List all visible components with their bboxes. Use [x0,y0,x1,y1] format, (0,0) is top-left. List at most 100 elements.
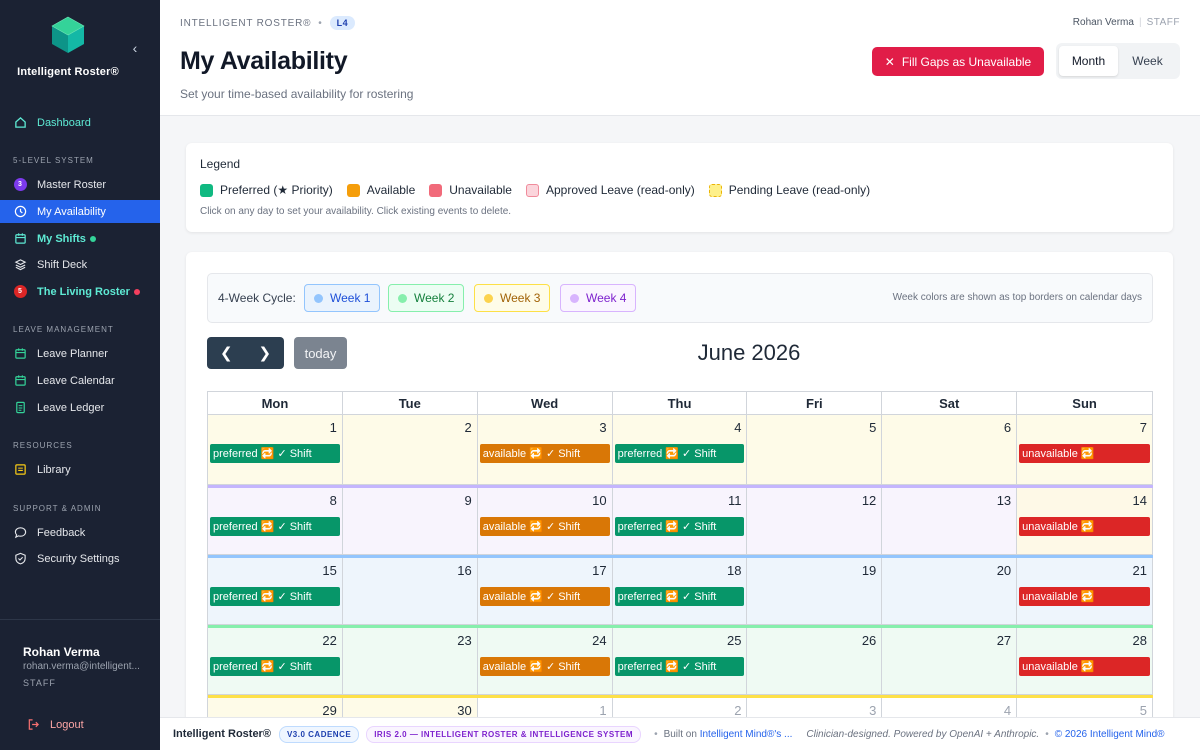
prev-month-button[interactable]: ❮ [207,337,246,369]
calendar-day-cell[interactable]: 3 available 🔁 ✓ Shift [477,415,613,485]
calendar-grid: Mon Tue Wed Thu Fri Sat Sun 1 preferred 🔁… [207,391,1154,750]
fill-gaps-button[interactable]: ✕ Fill Gaps as Unavailable [872,47,1044,76]
availability-event-available[interactable]: available 🔁 ✓ Shift [479,444,610,463]
calendar-day-cell[interactable]: 7 unavailable 🔁 [1017,415,1154,485]
calendar-day-cell[interactable]: 14 unavailable 🔁 [1017,488,1154,555]
availability-event-preferred[interactable]: preferred 🔁 ✓ Shift [210,444,340,463]
logout-label: Logout [50,719,84,731]
sidebar-item-my-shifts[interactable]: My Shifts [0,227,160,250]
availability-event-preferred[interactable]: preferred 🔁 ✓ Shift [614,517,745,536]
days-of-week-header: Mon Tue Wed Thu Fri Sat Sun [208,391,1154,415]
availability-event-preferred[interactable]: preferred 🔁 ✓ Shift [210,517,340,536]
calendar-day-cell[interactable]: 5 [747,415,883,485]
week-2-pill[interactable]: Week 2 [388,284,465,312]
calendar-day-cell[interactable]: 13 [882,488,1018,555]
calendar-day-cell[interactable]: 24 available 🔁 ✓ Shift [477,628,613,695]
calendar-day-cell[interactable]: 12 [747,488,883,555]
sidebar-item-leave-calendar[interactable]: Leave Calendar [0,369,160,392]
day-number: 19 [861,563,877,578]
day-number: 17 [592,563,607,578]
day-number: 28 [1132,633,1148,648]
calendar-day-cell[interactable]: 28 unavailable 🔁 [1017,628,1154,695]
calendar-day-cell[interactable]: 9 [342,488,478,555]
next-month-button[interactable]: ❯ [246,337,285,369]
deck-icon [13,258,27,272]
calendar-day-cell[interactable]: 19 [747,558,883,625]
week-1-pill[interactable]: Week 1 [304,284,381,312]
availability-event-preferred[interactable]: preferred 🔁 ✓ Shift [614,444,745,463]
sidebar-item-leave-ledger[interactable]: Leave Ledger [0,396,160,419]
dow-sun: Sun [1017,392,1154,414]
availability-event-unavailable[interactable]: unavailable 🔁 [1019,657,1151,676]
sidebar-item-dashboard[interactable]: Dashboard [0,111,160,134]
availability-event-unavailable[interactable]: unavailable 🔁 [1019,444,1151,463]
calendar-title: June 2026 [697,340,801,365]
sidebar-item-master-roster[interactable]: 3 Master Roster [0,173,160,196]
calendar-day-cell[interactable]: 6 [882,415,1018,485]
availability-event-preferred[interactable]: preferred 🔁 ✓ Shift [614,657,745,676]
sidebar-item-library[interactable]: Library [0,458,160,481]
sidebar-item-security-settings[interactable]: Security Settings [0,547,160,570]
day-number: 27 [996,633,1012,648]
availability-event-preferred[interactable]: preferred 🔁 ✓ Shift [614,587,745,606]
logout-button[interactable]: Logout [27,718,84,732]
calendar-day-cell[interactable]: 27 [882,628,1018,695]
calendar-day-cell[interactable]: 1 preferred 🔁 ✓ Shift [208,415,343,485]
page-subtitle: Set your time-based availability for ros… [180,87,414,101]
sidebar-item-my-availability[interactable]: My Availability [0,200,160,223]
calendar-day-cell[interactable]: 4 preferred 🔁 ✓ Shift [612,415,748,485]
availability-event-available[interactable]: available 🔁 ✓ Shift [479,517,610,536]
ledger-icon [13,401,27,415]
today-button[interactable]: today [294,337,347,369]
calendar-day-cell[interactable]: 18 preferred 🔁 ✓ Shift [612,558,748,625]
calendar-day-cell[interactable]: 15 preferred 🔁 ✓ Shift [208,558,343,625]
calendar-day-cell[interactable]: 17 available 🔁 ✓ Shift [477,558,613,625]
footer-clinician: Clinician-designed. Powered by OpenAI + … [806,728,1040,740]
calendar-day-cell[interactable]: 25 preferred 🔁 ✓ Shift [612,628,748,695]
user-role: STAFF [23,678,56,688]
calendar-day-cell[interactable]: 21 unavailable 🔁 [1017,558,1154,625]
footer-built-link[interactable]: Intelligent Mind®'s ... [699,728,793,740]
sidebar-item-label: Leave Ledger [37,401,105,414]
view-month-button[interactable]: Month [1059,46,1118,76]
sidebar-item-leave-planner[interactable]: Leave Planner [0,342,160,365]
sidebar-item-label: Security Settings [37,552,120,565]
calendar-day-cell[interactable]: 26 [747,628,883,695]
footer: Intelligent Roster® V3.0 CADENCE IRIS 2.… [160,717,1200,750]
calendar-day-cell[interactable]: 8 preferred 🔁 ✓ Shift [208,488,343,555]
week-dot [314,293,323,303]
sidebar-item-shift-deck[interactable]: Shift Deck [0,253,160,276]
sidebar-item-feedback[interactable]: Feedback [0,521,160,544]
availability-event-available[interactable]: available 🔁 ✓ Shift [479,587,610,606]
day-number: 21 [1132,563,1148,578]
calendar-day-cell[interactable]: 16 [342,558,478,625]
availability-event-unavailable[interactable]: unavailable 🔁 [1019,587,1151,606]
breadcrumb-app[interactable]: INTELLIGENT ROSTER® [180,17,312,29]
chevron-right-icon: ❯ [258,345,272,362]
calendar-day-cell[interactable]: 22 preferred 🔁 ✓ Shift [208,628,343,695]
sidebar-item-label: My Shifts [37,232,86,245]
calendar-day-cell[interactable]: 2 [342,415,478,485]
day-number: 9 [464,493,472,508]
calendar-day-cell[interactable]: 11 preferred 🔁 ✓ Shift [612,488,748,555]
calendar-day-cell[interactable]: 10 available 🔁 ✓ Shift [477,488,613,555]
collapse-sidebar-icon[interactable]: ‹ [132,40,138,56]
availability-event-preferred[interactable]: preferred 🔁 ✓ Shift [210,587,340,606]
day-number: 7 [1139,420,1148,435]
sidebar-item-living-roster[interactable]: 5 The Living Roster [0,280,160,303]
legend-card: Legend Preferred (★ Priority) Available … [186,143,1173,232]
day-number: 20 [996,563,1012,578]
legend-note: Click on any day to set your availabilit… [200,206,512,217]
availability-event-available[interactable]: available 🔁 ✓ Shift [479,657,610,676]
week-3-pill[interactable]: Week 3 [474,284,551,312]
availability-event-unavailable[interactable]: unavailable 🔁 [1019,517,1151,536]
view-week-button[interactable]: Week [1132,54,1163,68]
sidebar-item-label: Leave Planner [37,347,108,360]
availability-event-preferred[interactable]: preferred 🔁 ✓ Shift [210,657,340,676]
calendar-day-cell[interactable]: 23 [342,628,478,695]
calendar-day-cell[interactable]: 20 [882,558,1018,625]
week-4-pill[interactable]: Week 4 [560,284,637,312]
clock-icon [13,205,27,219]
footer-copyright[interactable]: © 2026 Intelligent Mind® [1054,728,1165,740]
sidebar: Intelligent Roster® ‹ Dashboard 5-LEVEL … [0,0,160,750]
